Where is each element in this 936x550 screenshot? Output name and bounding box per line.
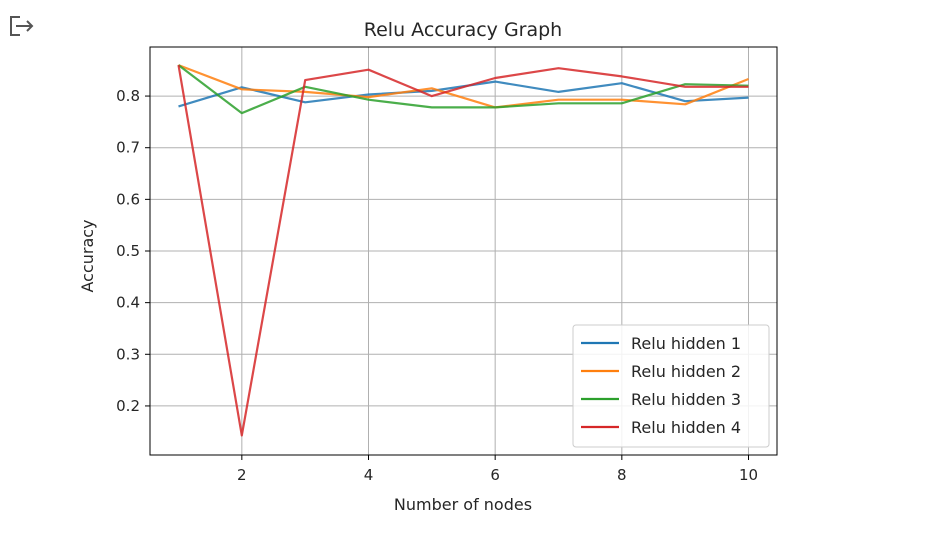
- y-tick-label: 0.5: [116, 242, 140, 260]
- y-axis-label: Accuracy: [78, 219, 97, 292]
- legend-label: Relu hidden 3: [631, 390, 741, 409]
- x-tick-label: 6: [490, 466, 500, 484]
- x-tick-label: 4: [364, 466, 374, 484]
- legend: Relu hidden 1 Relu hidden 2 Relu hidden 3 R…: [572, 324, 770, 448]
- output-arrow-icon: [10, 16, 34, 36]
- x-tick-label: 8: [617, 466, 627, 484]
- series-line: [177, 64, 749, 437]
- legend-box: [572, 324, 770, 448]
- y-tick-label: 0.7: [116, 139, 140, 157]
- series-line: [177, 64, 749, 115]
- chart-title: Relu Accuracy Graph: [364, 19, 562, 41]
- x-axis-label: Number of nodes: [394, 495, 532, 514]
- legend-label: Relu hidden 1: [631, 334, 741, 353]
- axis-ticks: 2 4 6 8 10 0.2 0.3 0.4 0.5 0.6 0.7 0.8: [116, 87, 758, 484]
- y-tick-label: 0.2: [116, 397, 140, 415]
- legend-label: Relu hidden 4: [631, 418, 741, 437]
- legend-label: Relu hidden 2: [631, 362, 741, 381]
- y-tick-label: 0.8: [116, 87, 140, 105]
- x-tick-label: 2: [237, 466, 247, 484]
- x-tick-label: 10: [739, 466, 758, 484]
- grid-lines: [150, 47, 777, 455]
- y-tick-label: 0.6: [116, 190, 140, 208]
- y-tick-label: 0.4: [116, 294, 140, 312]
- y-tick-label: 0.3: [116, 345, 140, 363]
- series-line: [178, 64, 749, 109]
- series-lines: [177, 64, 749, 437]
